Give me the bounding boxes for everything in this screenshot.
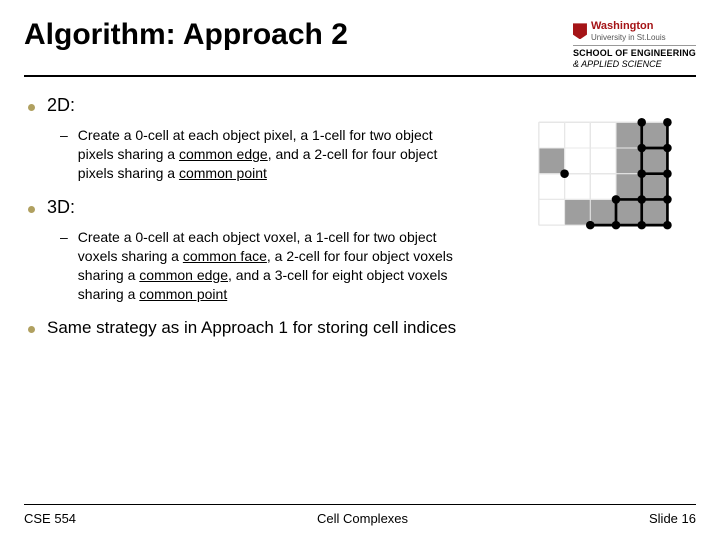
bullet-same: Same strategy as in Approach 1 for stori… <box>28 318 696 338</box>
footer: CSE 554 Cell Complexes Slide 16 <box>24 504 696 526</box>
logo-line1: Washington <box>591 20 666 33</box>
footer-left: CSE 554 <box>24 511 76 526</box>
logo-school2: & APPLIED SCIENCE <box>573 59 696 70</box>
bullet-2d-label: 2D: <box>47 95 75 116</box>
footer-right: Slide 16 <box>649 511 696 526</box>
shield-icon <box>573 23 587 39</box>
bullet-same-label: Same strategy as in Approach 1 for stori… <box>47 318 456 338</box>
sub-2d: – Create a 0-cell at each object pixel, … <box>60 126 460 183</box>
footer-center: Cell Complexes <box>317 511 408 526</box>
page-title: Algorithm: Approach 2 <box>24 18 348 52</box>
logo-school1: SCHOOL OF ENGINEERING <box>573 45 696 59</box>
sub-3d: – Create a 0-cell at each object voxel, … <box>60 228 460 304</box>
cell-diagram <box>526 113 706 243</box>
bullet-3d-label: 3D: <box>47 197 75 218</box>
university-logo: Washington University in St.Louis SCHOOL… <box>573 18 696 69</box>
logo-line2: University in St.Louis <box>591 33 666 43</box>
